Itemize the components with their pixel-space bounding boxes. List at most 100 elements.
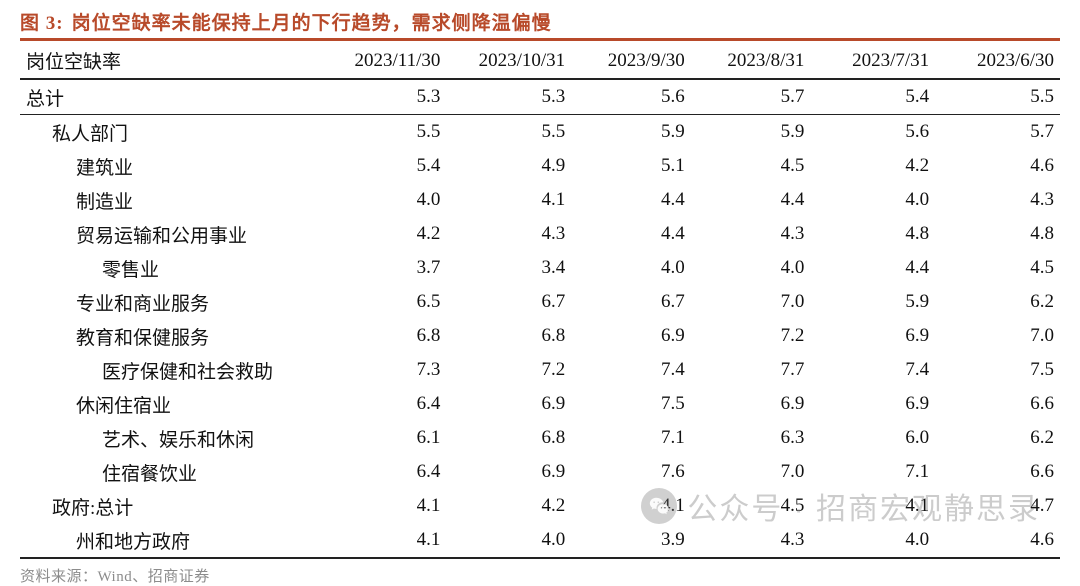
cell-value: 6.4 [322,387,447,421]
table-row: 休闲住宿业6.46.97.56.96.96.6 [20,387,1060,421]
cell-value: 4.3 [691,523,811,558]
table-row: 住宿餐饮业6.46.97.67.07.16.6 [20,455,1060,489]
cell-value: 6.9 [446,387,571,421]
cell-value: 4.1 [322,489,447,523]
table-row: 艺术、娱乐和休闲6.16.87.16.36.06.2 [20,421,1060,455]
table-column-header: 2023/10/31 [446,43,571,79]
cell-value: 7.2 [691,319,811,353]
cell-value: 5.3 [322,79,447,115]
cell-value: 4.2 [446,489,571,523]
cell-value: 4.3 [691,217,811,251]
figure-caption: 图 3: 岗位空缺率未能保持上月的下行趋势，需求侧降温偏慢 [20,8,1060,35]
cell-value: 4.2 [810,149,935,183]
cell-value: 7.4 [571,353,691,387]
table-row: 总计5.35.35.65.75.45.5 [20,79,1060,115]
cell-value: 4.9 [446,149,571,183]
row-label: 零售业 [20,251,322,285]
table-row: 零售业3.73.44.04.04.44.5 [20,251,1060,285]
table-column-header: 2023/9/30 [571,43,691,79]
table-row: 政府:总计4.14.24.14.54.14.7 [20,489,1060,523]
table-row-header: 岗位空缺率 [20,43,322,79]
cell-value: 6.6 [935,455,1060,489]
cell-value: 5.5 [446,115,571,150]
cell-value: 5.7 [935,115,1060,150]
row-label: 制造业 [20,183,322,217]
cell-value: 6.9 [446,455,571,489]
cell-value: 4.0 [691,251,811,285]
cell-value: 4.4 [571,183,691,217]
cell-value: 4.4 [571,217,691,251]
cell-value: 6.2 [935,285,1060,319]
cell-value: 4.1 [446,183,571,217]
cell-value: 4.7 [935,489,1060,523]
row-label: 贸易运输和公用事业 [20,217,322,251]
figure-number: 图 3: [20,13,64,34]
row-label: 教育和保健服务 [20,319,322,353]
row-label: 政府:总计 [20,489,322,523]
cell-value: 7.2 [446,353,571,387]
table-column-header: 2023/6/30 [935,43,1060,79]
cell-value: 6.9 [810,387,935,421]
cell-value: 3.4 [446,251,571,285]
row-label: 总计 [20,79,322,115]
cell-value: 6.2 [935,421,1060,455]
cell-value: 4.0 [810,523,935,558]
row-label: 专业和商业服务 [20,285,322,319]
cell-value: 6.1 [322,421,447,455]
cell-value: 5.9 [691,115,811,150]
table-row: 教育和保健服务6.86.86.97.26.97.0 [20,319,1060,353]
cell-value: 4.5 [691,489,811,523]
cell-value: 4.0 [446,523,571,558]
cell-value: 7.0 [691,455,811,489]
table-column-header: 2023/8/31 [691,43,811,79]
cell-value: 7.0 [691,285,811,319]
cell-value: 7.7 [691,353,811,387]
cell-value: 6.9 [691,387,811,421]
cell-value: 3.7 [322,251,447,285]
row-label: 私人部门 [20,115,322,150]
cell-value: 4.1 [571,489,691,523]
cell-value: 6.8 [322,319,447,353]
table-row: 制造业4.04.14.44.44.04.3 [20,183,1060,217]
cell-value: 7.0 [935,319,1060,353]
table-row: 贸易运输和公用事业4.24.34.44.34.84.8 [20,217,1060,251]
cell-value: 6.7 [446,285,571,319]
cell-value: 5.4 [810,79,935,115]
cell-value: 5.5 [935,79,1060,115]
cell-value: 4.5 [935,251,1060,285]
cell-value: 5.6 [810,115,935,150]
cell-value: 7.1 [810,455,935,489]
cell-value: 6.0 [810,421,935,455]
cell-value: 6.8 [446,319,571,353]
table-row: 建筑业5.44.95.14.54.24.6 [20,149,1060,183]
row-label: 住宿餐饮业 [20,455,322,489]
cell-value: 5.9 [571,115,691,150]
cell-value: 5.1 [571,149,691,183]
cell-value: 6.9 [571,319,691,353]
cell-value: 4.4 [810,251,935,285]
cell-value: 4.1 [322,523,447,558]
cell-value: 7.5 [571,387,691,421]
figure-title: 岗位空缺率未能保持上月的下行趋势，需求侧降温偏慢 [72,13,552,34]
cell-value: 4.0 [810,183,935,217]
cell-value: 7.4 [810,353,935,387]
cell-value: 3.9 [571,523,691,558]
cell-value: 4.2 [322,217,447,251]
table-row: 私人部门5.55.55.95.95.65.7 [20,115,1060,150]
cell-value: 4.5 [691,149,811,183]
cell-value: 6.4 [322,455,447,489]
cell-value: 6.3 [691,421,811,455]
table-column-header: 2023/7/31 [810,43,935,79]
cell-value: 4.4 [691,183,811,217]
data-source-note: 资料来源：Wind、招商证券 [20,565,1060,586]
cell-value: 5.6 [571,79,691,115]
cell-value: 4.8 [935,217,1060,251]
table-row: 专业和商业服务6.56.76.77.05.96.2 [20,285,1060,319]
cell-value: 5.7 [691,79,811,115]
cell-value: 6.7 [571,285,691,319]
cell-value: 5.5 [322,115,447,150]
cell-value: 5.4 [322,149,447,183]
cell-value: 4.6 [935,523,1060,558]
row-label: 州和地方政府 [20,523,322,558]
cell-value: 6.8 [446,421,571,455]
